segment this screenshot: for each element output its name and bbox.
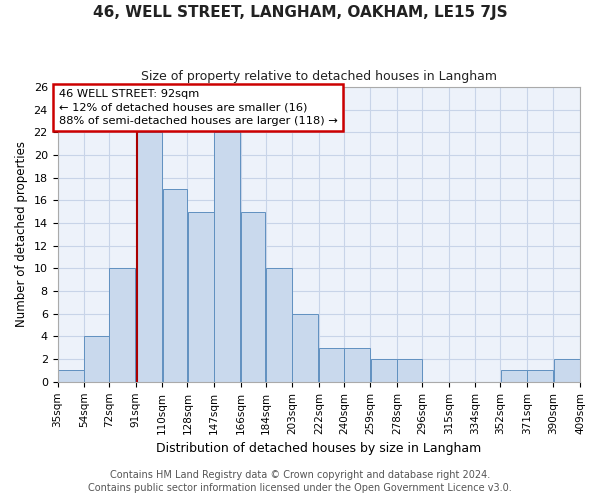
Bar bbox=[527, 370, 553, 382]
Title: Size of property relative to detached houses in Langham: Size of property relative to detached ho… bbox=[141, 70, 497, 83]
Bar bbox=[344, 348, 370, 382]
Bar bbox=[319, 348, 344, 382]
X-axis label: Distribution of detached houses by size in Langham: Distribution of detached houses by size … bbox=[156, 442, 481, 455]
Bar bbox=[188, 212, 214, 382]
Bar bbox=[214, 132, 240, 382]
Bar bbox=[500, 370, 527, 382]
Bar bbox=[371, 359, 397, 382]
Bar bbox=[554, 359, 580, 382]
Text: 46 WELL STREET: 92sqm
← 12% of detached houses are smaller (16)
88% of semi-deta: 46 WELL STREET: 92sqm ← 12% of detached … bbox=[59, 89, 338, 126]
Y-axis label: Number of detached properties: Number of detached properties bbox=[15, 142, 28, 328]
Text: 46, WELL STREET, LANGHAM, OAKHAM, LE15 7JS: 46, WELL STREET, LANGHAM, OAKHAM, LE15 7… bbox=[92, 5, 508, 20]
Bar bbox=[58, 370, 84, 382]
Bar bbox=[163, 189, 187, 382]
Bar bbox=[397, 359, 422, 382]
Text: Contains public sector information licensed under the Open Government Licence v3: Contains public sector information licen… bbox=[88, 483, 512, 493]
Bar bbox=[266, 268, 292, 382]
Bar bbox=[292, 314, 319, 382]
Text: Contains HM Land Registry data © Crown copyright and database right 2024.: Contains HM Land Registry data © Crown c… bbox=[110, 470, 490, 480]
Bar bbox=[241, 212, 265, 382]
Bar bbox=[85, 336, 109, 382]
Bar bbox=[109, 268, 136, 382]
Bar bbox=[136, 132, 162, 382]
